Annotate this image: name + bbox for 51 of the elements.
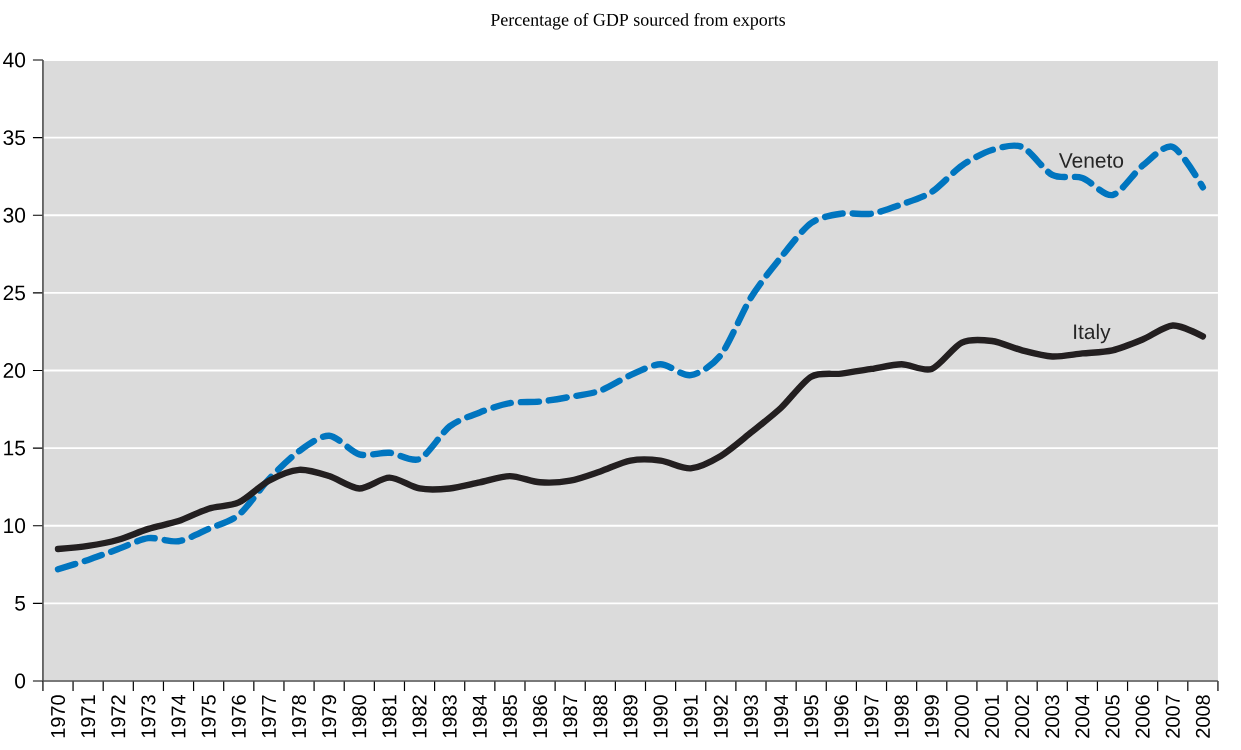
y-tick-label: 40 <box>3 52 26 68</box>
x-tick-label: 1999 <box>924 695 939 738</box>
x-tick-label: 1974 <box>171 694 186 738</box>
y-tick-label: 5 <box>15 596 26 611</box>
x-tick-label: 1978 <box>291 695 307 738</box>
x-tick-label: 1988 <box>593 695 608 738</box>
x-tick-label: 2003 <box>1045 695 1060 738</box>
y-tick-label: 10 <box>4 518 26 534</box>
x-tick-label: 1985 <box>502 695 517 738</box>
x-tick-label: 2001 <box>984 695 1000 738</box>
x-tick-label: 1977 <box>261 695 276 738</box>
x-tick-label: 1998 <box>894 695 909 738</box>
x-tick-label: 1994 <box>774 694 789 738</box>
x-tick-label: 1995 <box>804 695 819 738</box>
y-tick-label: 0 <box>15 673 26 689</box>
x-tick-label: 1990 <box>653 695 668 738</box>
y-tick-label: 20 <box>3 363 26 378</box>
chart-title: Percentage of GDP sourced from exports <box>490 13 786 30</box>
x-tick-label: 2002 <box>1015 695 1030 738</box>
x-tick-label: 1991 <box>683 695 698 738</box>
x-tick-label: 2000 <box>954 695 969 738</box>
x-tick-label: 1973 <box>141 695 156 738</box>
x-tick-label: 2008 <box>1195 695 1210 738</box>
x-tick-label: 1986 <box>533 695 548 738</box>
x-tick-label: 1971 <box>81 695 96 738</box>
x-tick-label: 1984 <box>472 694 487 738</box>
series-label: Italy <box>1074 323 1111 344</box>
x-tick-label: 1972 <box>111 695 126 738</box>
y-tick-label: 30 <box>3 207 26 223</box>
x-tick-label: 1989 <box>623 695 638 738</box>
x-tick-label: 1982 <box>412 695 427 738</box>
x-tick-label: 1996 <box>834 695 849 738</box>
x-tick-label: 1976 <box>231 695 246 738</box>
x-tick-label: 1983 <box>442 695 457 738</box>
x-tick-label: 1992 <box>713 695 728 738</box>
x-tick-label: 1970 <box>50 695 66 738</box>
x-tick-label: 1987 <box>563 695 578 738</box>
x-tick-label: 2006 <box>1135 695 1150 738</box>
x-tick-label: 2007 <box>1165 695 1180 738</box>
x-tick-label: 1975 <box>201 695 216 738</box>
series-label: Veneto <box>1058 153 1124 168</box>
y-tick-label: 25 <box>3 285 26 301</box>
x-tick-label: 1997 <box>864 695 879 738</box>
x-tick-label: 2005 <box>1105 695 1120 738</box>
x-tick-label: 1979 <box>322 695 337 738</box>
x-tick-label: 1980 <box>352 695 367 738</box>
x-tick-label: 1981 <box>382 695 397 738</box>
x-tick-label: 2004 <box>1075 694 1090 738</box>
y-tick-label: 15 <box>4 440 26 456</box>
y-tick-label: 35 <box>3 130 26 146</box>
x-tick-label: 1993 <box>743 695 758 738</box>
